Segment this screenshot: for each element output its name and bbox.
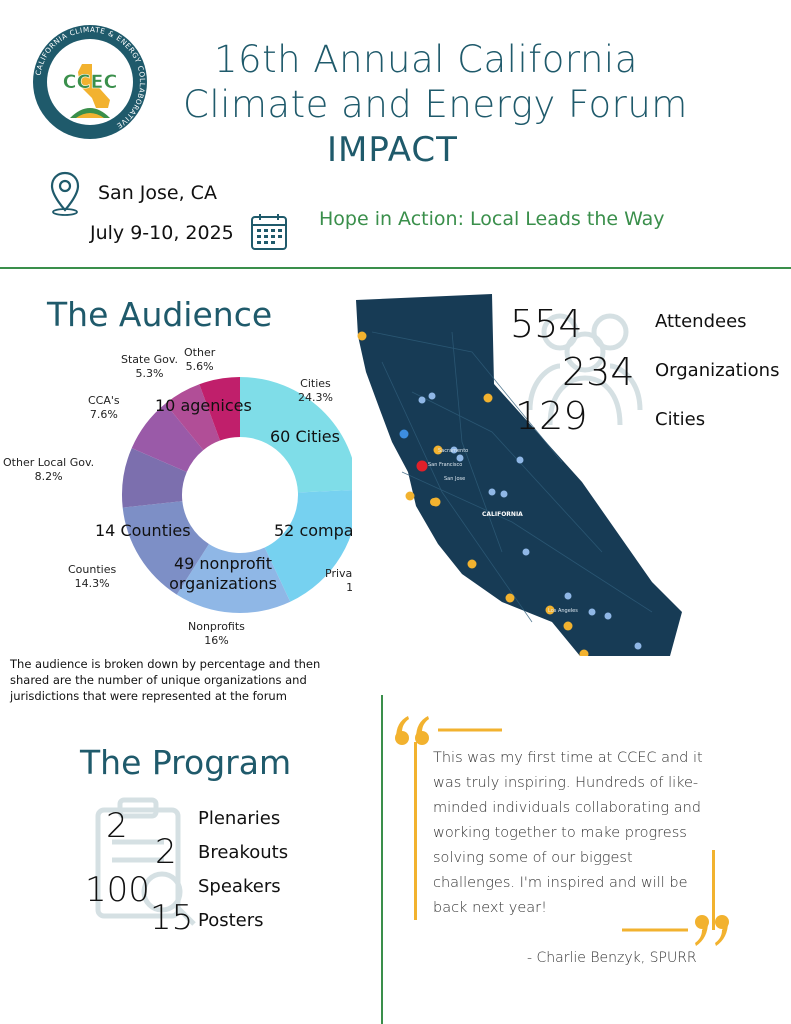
stat-attendees-label: Attendees: [655, 311, 747, 332]
close-quote-icon: [618, 908, 738, 957]
pie-label-state-gov: State Gov. 5.3%: [121, 353, 179, 380]
location-text: San Jose, CA: [98, 182, 217, 204]
logo-text: CCEC: [63, 71, 118, 93]
pie-label-other: Other 5.6%: [184, 346, 216, 373]
pie-label-counties: Counties 14.3%: [68, 563, 117, 590]
pie-label-nonprofits: Nonprofits 16%: [188, 620, 245, 647]
audience-note: The audience is broken down by percentag…: [10, 657, 321, 703]
audience-heading: The Audience: [47, 295, 273, 334]
donut-slice-other: [199, 377, 240, 441]
program-speakers-label: Speakers: [198, 876, 281, 897]
map-city-la: Los Angeles: [548, 608, 578, 614]
stat-cities-value: 129: [515, 394, 588, 438]
quote-left-bar: [414, 742, 417, 920]
testimonial-text: This was my first time at CCEC and it wa…: [433, 750, 703, 916]
ccec-logo: CALIFORNIA CLIMATE & ENERGY COLLABORATIV…: [30, 22, 150, 142]
donut-slice-private-sector: [264, 489, 359, 602]
calendar-icon: [250, 212, 288, 257]
program-posters-value: 15: [150, 898, 194, 938]
program-breakouts-label: Breakouts: [198, 842, 289, 863]
stat-cities-label: Cities: [655, 409, 706, 430]
header-divider: [0, 267, 791, 269]
map-city-sf: San Francisco: [428, 462, 462, 468]
donut-slice-nonprofits: [176, 543, 291, 613]
vertical-divider: [381, 695, 383, 1024]
title-line-1: 16th Annual California: [214, 38, 638, 81]
donut-slice-other-local-gov-: [122, 448, 187, 508]
program-breakouts-value: 2: [155, 832, 177, 872]
donut-slice-cities: [240, 377, 358, 493]
stat-orgs-label: Organizations: [655, 360, 780, 381]
donut-slice-state-gov-: [165, 384, 221, 451]
people-icon: [520, 300, 650, 435]
count-cities: 60 Cities: [270, 427, 340, 446]
program-plenaries-label: Plenaries: [198, 808, 281, 829]
pie-label-ccas: CCA's 7.6%: [88, 394, 120, 421]
pie-label-other-local-gov: Other Local Gov. 8.2%: [3, 456, 95, 483]
program-plenaries-value: 2: [106, 806, 128, 846]
california-map: CALIFORNIA San Francisco San Jose Sacram…: [352, 292, 684, 659]
impact-subtitle: IMPACT: [327, 130, 458, 170]
program-heading: The Program: [80, 743, 292, 782]
map-city-sj: San Jose: [444, 476, 465, 482]
clipboard-icon: [90, 796, 200, 931]
dates-text: July 9-10, 2025: [90, 222, 234, 244]
stat-attendees-value: 554: [510, 302, 583, 346]
testimonial-author: - Charlie Benzyk, SPURR: [527, 950, 697, 966]
title-line-2: Climate and Energy Forum: [183, 83, 688, 126]
donut-slice-counties: [122, 501, 209, 595]
logo-graphic: CALIFORNIA CLIMATE & ENERGY COLLABORATIV…: [33, 25, 147, 139]
open-quote-icon: [392, 712, 512, 761]
location-pin-icon: [48, 170, 82, 221]
quote-right-bar: [712, 850, 715, 930]
program-speakers-value: 100: [85, 870, 150, 910]
stat-orgs-value: 234: [562, 350, 635, 394]
count-nonprofits: 49 nonprofit organizations: [169, 554, 277, 593]
pie-label-cities: Cities 24.3%: [298, 377, 333, 404]
map-city-sac: Sacramento: [438, 448, 468, 454]
tagline: Hope in Action: Local Leads the Way: [319, 208, 665, 230]
map-region-label: CALIFORNIA: [482, 511, 523, 518]
count-counties: 14 Counties: [95, 521, 191, 540]
program-posters-label: Posters: [198, 910, 264, 931]
count-agencies: 10 agenices: [155, 396, 252, 415]
donut-slice-cca-s: [131, 403, 204, 472]
audience-donut-chart: [122, 377, 359, 613]
